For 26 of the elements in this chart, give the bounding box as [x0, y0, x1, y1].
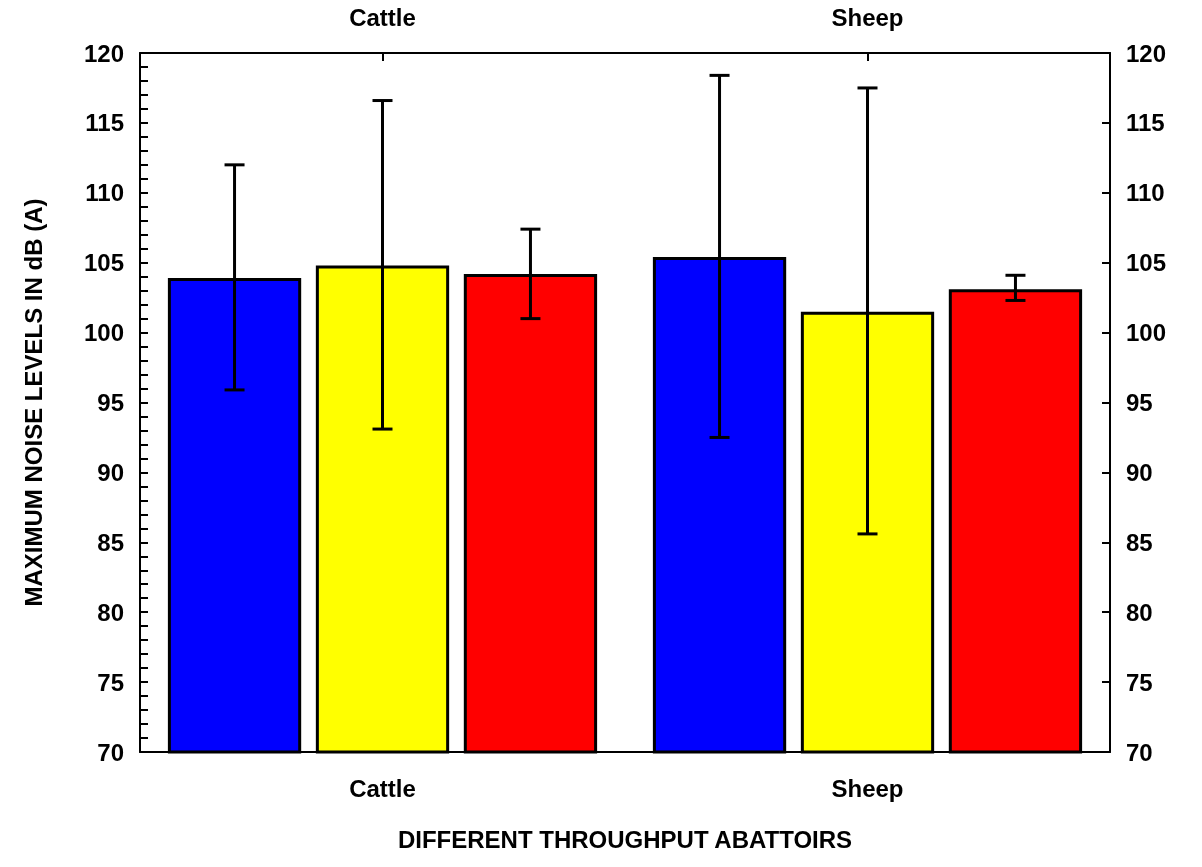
- y-tick-label: 120: [83, 39, 124, 67]
- y2-tick-label: 115: [1126, 109, 1165, 137]
- y-tick-label: 85: [97, 528, 124, 556]
- y-tick-label: 80: [97, 598, 124, 626]
- y2-tick-label: 100: [1126, 319, 1167, 347]
- category-label: Sheep: [831, 3, 904, 31]
- y-tick-label: 105: [83, 249, 124, 277]
- y2-tick-label: 80: [1126, 598, 1153, 626]
- y-tick-label: 70: [97, 738, 124, 766]
- y-tick-label: 110: [85, 179, 124, 207]
- y2-tick-label: 85: [1126, 528, 1153, 556]
- category-label: Cattle: [349, 3, 416, 31]
- y2-tick-label: 95: [1126, 389, 1153, 416]
- y2-tick-label: 110: [1126, 179, 1165, 207]
- x-axis-title: DIFFERENT THROUGHPUT ABATTOIRS: [397, 825, 853, 853]
- y2-tick-label: 90: [1126, 458, 1153, 486]
- y-tick-label: 95: [97, 389, 124, 416]
- y-tick-label: 75: [97, 668, 124, 696]
- y-tick-label: 100: [83, 319, 124, 347]
- y-tick-label: 115: [85, 109, 124, 137]
- y2-tick-label: 75: [1126, 668, 1153, 696]
- y-axis-title: MAXIMUM NOISE LEVELS IN dB (A): [19, 198, 47, 607]
- y2-tick-label: 70: [1126, 738, 1153, 766]
- y2-tick-label: 120: [1126, 39, 1167, 67]
- y-tick-label: 90: [97, 458, 124, 486]
- y2-tick-label: 105: [1126, 249, 1167, 277]
